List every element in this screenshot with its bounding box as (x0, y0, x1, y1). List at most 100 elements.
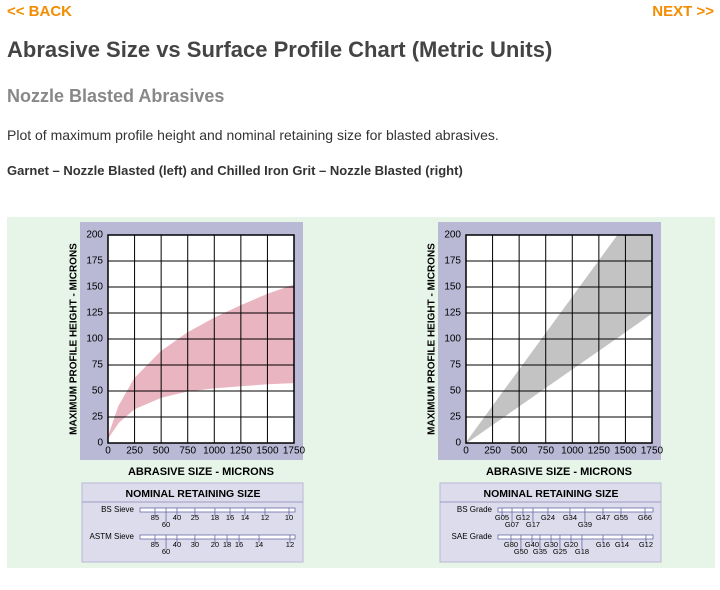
y-tick-label: 200 (86, 230, 103, 241)
x-tick-label: 1000 (561, 446, 584, 457)
y-tick-label: 100 (444, 334, 461, 345)
scale-tick-label: G66 (638, 513, 652, 522)
y-tick-label: 75 (450, 360, 462, 371)
next-link[interactable]: NEXT >> (652, 3, 714, 20)
scale-tick-label: 18 (223, 540, 231, 549)
scale-bar (139, 534, 296, 540)
scale-tick-label: G17 (526, 520, 540, 529)
y-tick-label: 25 (450, 412, 462, 423)
y-tick-label: 150 (444, 282, 461, 293)
y-tick-label: 0 (455, 438, 461, 449)
y-tick-label: 150 (86, 282, 103, 293)
scale-bar (497, 507, 654, 513)
x-tick-label: 1000 (203, 446, 226, 457)
scale-tick-label: G34 (563, 513, 577, 522)
page-subtitle: Nozzle Blasted Abrasives (7, 86, 225, 106)
back-link[interactable]: << BACK (7, 3, 73, 20)
x-tick-label: 250 (126, 446, 143, 457)
scale-bar (497, 534, 654, 540)
scale-tick-label: 60 (162, 547, 170, 556)
x-tick-label: 1750 (641, 446, 664, 457)
y-tick-label: 25 (92, 412, 104, 423)
scale-tick-label: G40 (525, 540, 539, 549)
scale-tick-label: 18 (211, 513, 219, 522)
y-axis-label: MAXIMUM PROFILE HEIGHT - MICRONS (427, 243, 438, 435)
x-tick-label: 1500 (256, 446, 279, 457)
x-tick-label: 1250 (588, 446, 611, 457)
band-lower-edge (465, 312, 653, 444)
x-tick-label: 1750 (283, 446, 306, 457)
y-tick-label: 200 (444, 230, 461, 241)
scale-tick-label: G55 (614, 513, 628, 522)
x-tick-label: 1250 (230, 446, 253, 457)
scale-box (81, 482, 304, 563)
scale-tick-label: 85 (151, 513, 159, 522)
scale-tick-label: G47 (596, 513, 610, 522)
scale-row-name: ASTM Sieve (90, 532, 135, 541)
y-axis-label: MAXIMUM PROFILE HEIGHT - MICRONS (69, 243, 80, 435)
y-tick-label: 50 (450, 386, 462, 397)
x-axis-label: ABRASIVE SIZE - MICRONS (486, 466, 632, 478)
scale-tick-label: G30 (544, 540, 558, 549)
scale-row-name: SAE Grade (452, 532, 493, 541)
scale-tick-label: G07 (505, 520, 519, 529)
scale-tick-label: 30 (191, 540, 199, 549)
plot-border (465, 234, 653, 444)
scale-row-name: BS Grade (457, 505, 493, 514)
scale-tick-label: 40 (173, 540, 181, 549)
scale-tick-label: G16 (596, 540, 610, 549)
page-title: Abrasive Size vs Surface Profile Chart (… (7, 37, 553, 62)
y-tick-label: 175 (444, 256, 461, 267)
scale-tick-label: G14 (615, 540, 629, 549)
x-tick-label: 0 (463, 446, 469, 457)
scale-tick-label: G12 (516, 513, 530, 522)
scale-tick-label: G18 (575, 547, 589, 556)
x-tick-label: 0 (105, 446, 111, 457)
scale-tick-label: 16 (235, 540, 243, 549)
scale-row-name: BS Sieve (101, 505, 134, 514)
scale-tick-label: G50 (514, 547, 528, 556)
y-tick-label: 125 (444, 308, 461, 319)
x-tick-label: 750 (537, 446, 554, 457)
scale-tick-label: 10 (285, 513, 293, 522)
scale-tick-label: G80 (504, 540, 518, 549)
y-tick-label: 0 (97, 438, 103, 449)
x-axis-label: ABRASIVE SIZE - MICRONS (128, 466, 274, 478)
scale-tick-label: 20 (211, 540, 219, 549)
x-tick-label: 1500 (614, 446, 637, 457)
scale-tick-label: 14 (255, 540, 263, 549)
charts: 0 250 500 750 1000 1250 1500 175002550751001251… (69, 222, 664, 563)
y-tick-label: 175 (86, 256, 103, 267)
scale-tick-label: G35 (533, 547, 547, 556)
x-tick-label: 750 (179, 446, 196, 457)
scale-tick-label: G24 (541, 513, 555, 522)
scale-tick-label: 16 (226, 513, 234, 522)
caption: Garnet – Nozzle Blasted (left) and Chill… (7, 163, 463, 178)
plot-border (107, 234, 295, 444)
scale-tick-label: G12 (639, 540, 653, 549)
scale-tick-label: G05 (495, 513, 509, 522)
scale-tick-label: 85 (151, 540, 159, 549)
scale-tick-label: 25 (191, 513, 199, 522)
scale-tick-label: G20 (564, 540, 578, 549)
x-tick-label: 500 (153, 446, 170, 457)
x-tick-label: 500 (511, 446, 528, 457)
y-tick-label: 50 (92, 386, 104, 397)
x-tick-label: 250 (484, 446, 501, 457)
scale-tick-label: 12 (261, 513, 269, 522)
scale-tick-label: G39 (578, 520, 592, 529)
y-tick-label: 125 (86, 308, 103, 319)
scale-tick-label: 60 (162, 520, 170, 529)
y-tick-label: 100 (86, 334, 103, 345)
scale-bar (139, 507, 296, 513)
description: Plot of maximum profile height and nomin… (7, 127, 499, 143)
scale-tick-label: G25 (553, 547, 567, 556)
scale-tick-label: 12 (286, 540, 294, 549)
scale-box (439, 482, 662, 563)
scale-tick-label: 14 (241, 513, 249, 522)
scale-title: NOMINAL RETAINING SIZE (484, 488, 619, 500)
scale-tick-label: 40 (173, 513, 181, 522)
scale-title: NOMINAL RETAINING SIZE (126, 488, 261, 500)
y-tick-label: 75 (92, 360, 104, 371)
